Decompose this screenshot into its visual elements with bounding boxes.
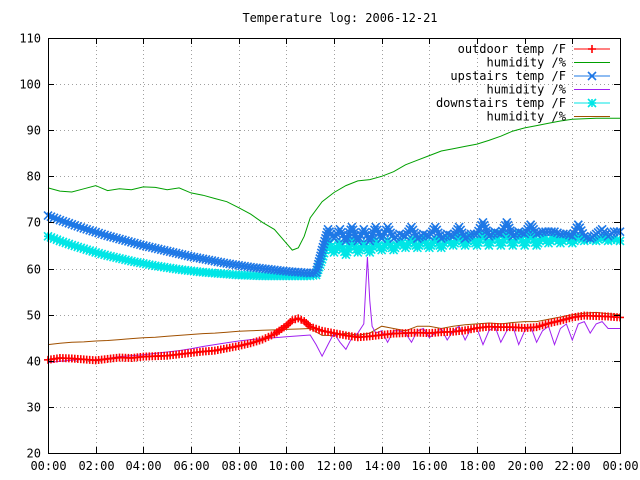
- data-point: [587, 71, 597, 81]
- data-point: [342, 233, 352, 243]
- x-tick-label: 04:00: [125, 459, 161, 473]
- data-point: [478, 217, 488, 228]
- data-point: [504, 223, 514, 233]
- legend-label: humidity /%: [487, 56, 567, 70]
- series-1: [47, 117, 620, 251]
- x-tick-label: 06:00: [173, 459, 209, 473]
- data-point: [612, 227, 622, 237]
- y-tick-label: 40: [27, 355, 41, 369]
- legend-item: outdoor temp /F: [458, 42, 610, 56]
- y-tick-label: 60: [27, 263, 41, 277]
- y-tick-label: 110: [19, 32, 41, 46]
- x-tick-label: 22:00: [554, 459, 590, 473]
- x-tick-label: 18:00: [459, 459, 495, 473]
- data-point: [61, 217, 71, 227]
- legend-label: humidity /%: [487, 110, 567, 124]
- x-tick-label: 16:00: [411, 459, 447, 473]
- data-point: [314, 256, 324, 266]
- y-tick-label: 90: [27, 124, 41, 138]
- grid-lines: [48, 38, 620, 453]
- data-point: [365, 236, 375, 246]
- y-tick-label: 70: [27, 216, 41, 230]
- legend-item: upstairs temp /F: [450, 69, 610, 83]
- data-point: [348, 225, 358, 235]
- legend-item: humidity /%: [487, 110, 610, 124]
- series-line: [47, 117, 620, 251]
- data-point: [480, 223, 490, 233]
- data-point: [64, 218, 74, 228]
- data-point: [73, 221, 83, 231]
- data-point: [316, 251, 326, 261]
- series-2: [43, 210, 625, 278]
- x-tick-label: 20:00: [507, 459, 543, 473]
- data-point: [347, 222, 357, 232]
- data-point: [588, 45, 596, 53]
- legend-label: outdoor temp /F: [458, 42, 566, 56]
- data-point: [503, 220, 513, 230]
- data-point: [442, 229, 452, 239]
- data-point: [561, 229, 571, 239]
- data-point: [88, 226, 98, 236]
- legend-label: downstairs temp /F: [436, 96, 566, 110]
- legend-item: humidity /%: [487, 56, 610, 70]
- data-point: [502, 217, 512, 228]
- data-point: [94, 228, 104, 238]
- data-point: [490, 227, 500, 237]
- data-point: [97, 229, 107, 239]
- series-layer: [43, 117, 625, 365]
- x-tick-label: 00:00: [30, 459, 66, 473]
- data-point: [341, 236, 351, 246]
- data-point: [311, 268, 321, 278]
- legend-item: humidity /%: [487, 83, 610, 97]
- data-point: [579, 231, 589, 241]
- legend-label: upstairs temp /F: [450, 69, 566, 83]
- x-tick-label: 12:00: [316, 459, 352, 473]
- x-tick-label: 08:00: [221, 459, 257, 473]
- data-point: [514, 227, 524, 237]
- data-point: [52, 214, 62, 224]
- data-point: [79, 223, 89, 234]
- data-point: [312, 265, 322, 275]
- data-point: [49, 213, 59, 223]
- data-point: [67, 219, 77, 229]
- y-tick-label: 30: [27, 401, 41, 415]
- legend-label: humidity /%: [487, 83, 567, 97]
- data-point: [366, 233, 376, 243]
- data-point: [418, 229, 428, 239]
- data-point: [532, 229, 542, 239]
- tick-labels: 20 30 40 50 60 70 80 90 100 110 00:00 02:00 04:00 06:…: [19, 32, 638, 474]
- data-point: [316, 248, 326, 258]
- data-point: [315, 254, 325, 264]
- x-tick-label: 10:00: [268, 459, 304, 473]
- data-point: [479, 220, 489, 230]
- data-point: [70, 220, 80, 230]
- data-point: [549, 227, 560, 237]
- axis-ticks: [48, 38, 621, 454]
- y-tick-label: 100: [19, 78, 41, 92]
- y-tick-label: 50: [27, 309, 41, 323]
- data-point: [394, 229, 405, 239]
- data-point: [587, 98, 597, 108]
- data-point: [91, 227, 101, 237]
- chart-title: Temperature log: 2006-12-21: [242, 11, 437, 25]
- data-point: [82, 224, 92, 234]
- x-tick-label: 02:00: [78, 459, 114, 473]
- data-point: [58, 216, 68, 226]
- x-tick-label: 00:00: [602, 459, 638, 473]
- data-point: [313, 259, 323, 269]
- legend-item: downstairs temp /F: [436, 96, 610, 110]
- data-point: [55, 215, 65, 225]
- data-point: [85, 225, 95, 235]
- y-tick-label: 20: [27, 447, 41, 461]
- series-0: [44, 311, 624, 365]
- data-point: [473, 238, 484, 248]
- y-tick-label: 80: [27, 170, 41, 184]
- x-tick-label: 14:00: [364, 459, 400, 473]
- data-point: [313, 262, 323, 272]
- data-point: [76, 222, 86, 232]
